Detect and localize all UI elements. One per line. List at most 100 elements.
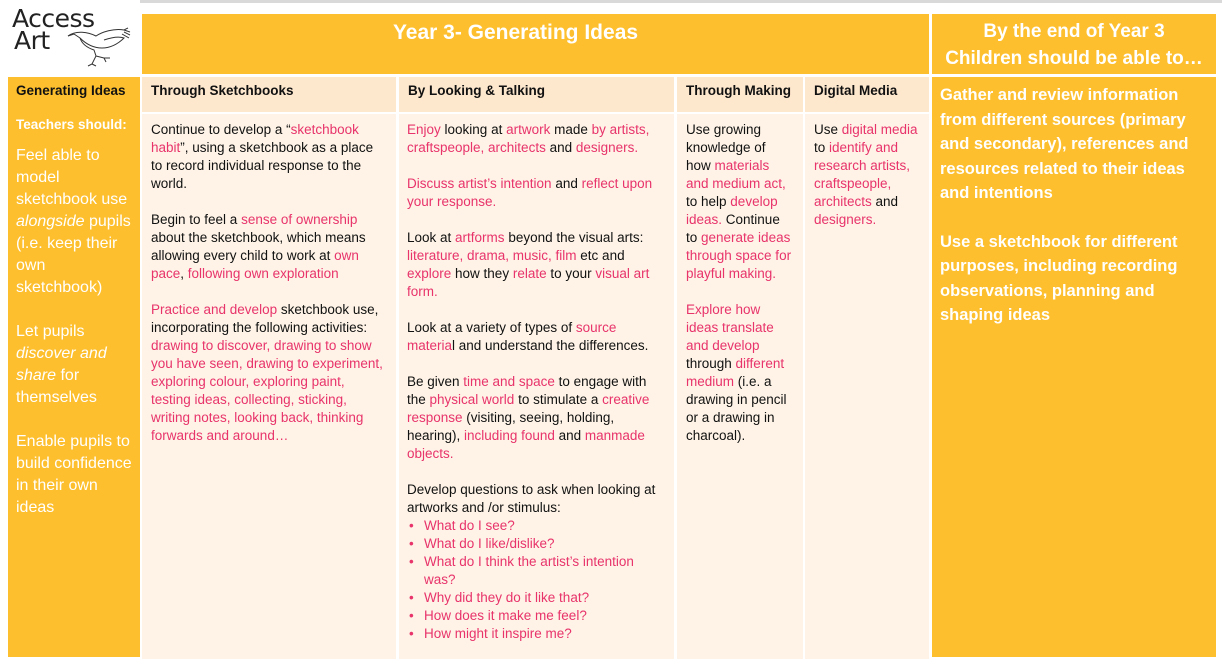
highlight: develop ideas. — [686, 194, 778, 227]
emphasis: discover and share — [16, 345, 107, 384]
making-para-2: Explore how ideas translate and develop … — [686, 301, 794, 445]
outcome-1: Gather and review information from diffe… — [940, 86, 1189, 202]
looking-para-4: Look at a variety of types of source mat… — [407, 319, 665, 355]
text: Continue to develop a “ — [151, 122, 291, 137]
highlight: visual art form. — [407, 266, 650, 299]
looking-para-3: Look at artforms beyond the visual arts:… — [407, 229, 665, 301]
making-column: Through Making Use growing knowledge of … — [677, 77, 803, 659]
digital-para-1: Use digital media to identify and resear… — [814, 121, 920, 229]
sketchbooks-para-3: Practice and develop sketchbook use, inc… — [151, 301, 387, 445]
sketchbooks-column: Through Sketchbooks Continue to develop … — [142, 77, 396, 659]
sketchbooks-para-1: Continue to develop a “sketchbook habit”… — [151, 121, 387, 193]
text: beyond the visual arts: — [504, 230, 644, 245]
teacher-point-1: Feel able to model sketchbook use alongs… — [16, 145, 132, 299]
outcomes-header-line-1: By the end of Year 3 — [983, 21, 1165, 42]
text: Begin to feel a — [151, 212, 242, 227]
highlight: designers. — [814, 212, 877, 227]
highlight: generate ideas through space for playful… — [686, 230, 792, 281]
questions-list: What do I see? What do I like/dislike? W… — [407, 517, 665, 643]
looking-para-5: Be given time and space to engage with t… — [407, 373, 665, 463]
highlight: designers. — [575, 140, 639, 155]
text: Be given — [407, 374, 464, 389]
list-item: Why did they do it like that? — [407, 589, 665, 607]
text: Continue to — [686, 212, 780, 245]
highlight: own pace — [151, 248, 359, 281]
highlight: reflect upon your response. — [407, 176, 653, 209]
text: pupils (i.e. keep their own sketchbook) — [16, 213, 131, 296]
list-item: What do I think the artist’s intention w… — [407, 553, 665, 589]
text: Look at a variety of types of — [407, 320, 576, 335]
highlight: time and space — [463, 374, 555, 389]
highlight: materials and medium act, — [686, 158, 786, 191]
text: Let pupils — [16, 323, 85, 340]
making-para-1: Use growing knowledge of how materials a… — [686, 121, 794, 283]
looking-talking-column: By Looking & Talking Enjoy looking at ar… — [399, 77, 674, 659]
text: , — [180, 266, 188, 281]
page-title-banner: Year 3- Generating Ideas — [142, 14, 929, 74]
highlight: by artists, craftspeople, architects — [407, 122, 650, 155]
text: ”, using a sketchbook as a place to reco… — [151, 140, 374, 191]
highlight: artforms — [455, 230, 505, 245]
text: looking at — [440, 122, 507, 137]
text: and — [551, 176, 582, 191]
text: made — [550, 122, 592, 137]
highlight: Explore how ideas translate and develop — [686, 302, 774, 353]
text: Use growing knowledge of how — [686, 122, 766, 173]
questions-intro: Develop questions to ask when looking at… — [407, 482, 656, 515]
text: to — [814, 140, 830, 155]
text: for themselves — [16, 367, 97, 406]
highlight: following own exploration — [187, 266, 339, 281]
text: and — [554, 428, 585, 443]
logo-line-1: Access — [12, 4, 95, 33]
outcomes-header-line-2: Children should be able to… — [945, 48, 1203, 69]
outcomes-header: By the end of Year 3 Children should be … — [932, 14, 1216, 74]
highlight: Discuss artist’s intention — [407, 176, 552, 191]
teachers-should-label: Teachers should: — [16, 117, 127, 132]
page-title: Year 3- Generating Ideas — [392, 21, 639, 44]
highlight: including found — [464, 428, 555, 443]
list-item: How does it make me feel? — [407, 607, 665, 625]
column-header-sketchbooks: Through Sketchbooks — [142, 77, 396, 112]
looking-body: Enjoy looking at artwork made by artists… — [399, 114, 674, 659]
logo-line-2: Art — [14, 26, 50, 55]
highlight: sense of ownership — [241, 212, 358, 227]
text: and — [545, 140, 576, 155]
highlight: drawing to discover, drawing to show you… — [151, 338, 383, 443]
highlight: creative response — [407, 392, 650, 425]
text: and — [871, 194, 899, 209]
sketchbooks-para-2: Begin to feel a sense of ownership about… — [151, 211, 387, 283]
highlight: physical world — [429, 392, 515, 407]
looking-para-2: Discuss artist’s intention and reflect u… — [407, 175, 665, 211]
highlight: literature, drama, music, film — [407, 248, 577, 263]
text: to help — [686, 194, 731, 209]
highlight: explore — [407, 266, 452, 281]
highlight: different medium — [686, 356, 785, 389]
teacher-point-2: Let pupils discover and share for themse… — [16, 321, 132, 409]
bird-icon — [67, 27, 131, 67]
highlight: relate — [512, 266, 547, 281]
text: how they — [451, 266, 513, 281]
text: (visiting, seeing, holding, hearing), — [407, 410, 615, 443]
column-header-looking: By Looking & Talking — [399, 77, 674, 112]
text: (i.e. a drawing in pencil or a drawing i… — [686, 374, 787, 443]
outcomes-column: Gather and review information from diffe… — [932, 77, 1216, 657]
emphasis: alongside — [16, 213, 85, 230]
highlight: Practice and develop — [151, 302, 278, 317]
text: to engage with the — [407, 374, 647, 407]
text: Feel able to model sketchbook use — [16, 147, 128, 208]
text: about the sketchbook, which means allowi… — [151, 230, 366, 263]
highlight: sketchbook habit — [151, 122, 359, 155]
text: l and understand the differences. — [452, 338, 649, 353]
logo-text: Access Art — [12, 6, 95, 55]
list-item: What do I see? — [407, 517, 665, 535]
column-header-making: Through Making — [677, 77, 803, 112]
section-heading: Generating Ideas — [16, 83, 126, 98]
highlight: source materia — [407, 320, 617, 353]
highlight: manmade objects. — [407, 428, 645, 461]
highlight: digital media — [841, 122, 918, 137]
looking-para-6: Develop questions to ask when looking at… — [407, 481, 665, 643]
text: etc and — [576, 248, 625, 263]
highlight: Enjoy — [407, 122, 441, 137]
teacher-point-3: Enable pupils to build confidence in the… — [16, 433, 132, 516]
digital-body: Use digital media to identify and resear… — [805, 114, 929, 659]
